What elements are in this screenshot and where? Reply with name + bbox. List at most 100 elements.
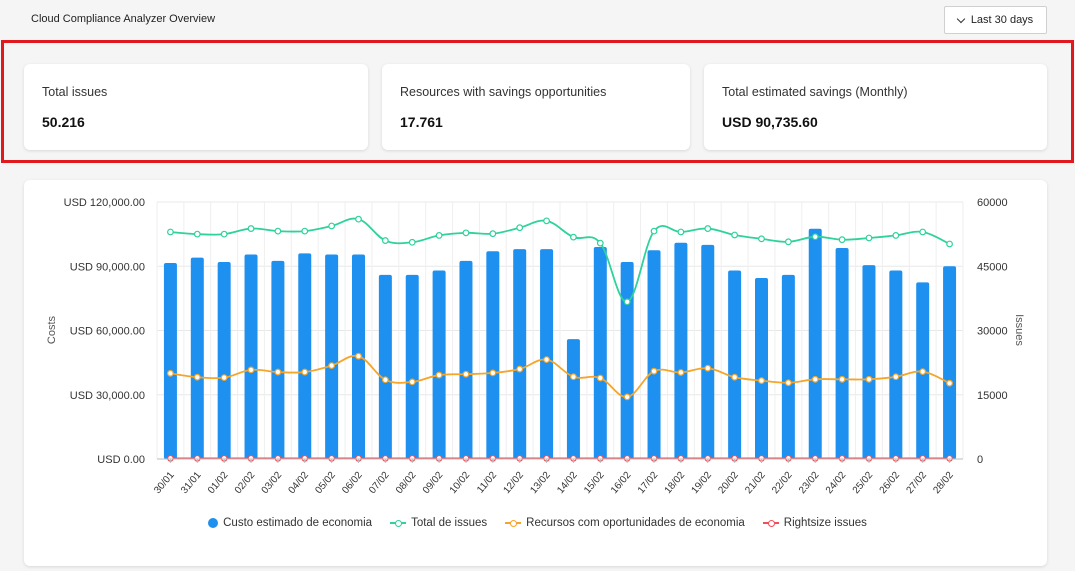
bar [378, 274, 392, 459]
bar [190, 257, 204, 459]
chart-legend: Custo estimado de economia Total de issu… [0, 517, 1075, 529]
kpi-label: Resources with savings opportunities [400, 85, 607, 99]
point-resources [650, 367, 658, 375]
bar [271, 260, 285, 459]
point-total-issues [435, 232, 443, 239]
kpi-value: 17.761 [400, 114, 443, 130]
point-resources [167, 369, 174, 377]
legend-line-icon [505, 518, 522, 528]
kpi-value: 50.216 [42, 114, 85, 130]
kpi-value: USD 90,735.60 [722, 114, 818, 130]
bar [889, 270, 903, 459]
x-tick-label: 31/01 [179, 470, 204, 497]
bar [647, 250, 661, 459]
bar [701, 244, 715, 459]
point-total-issues [811, 233, 819, 241]
point-total-issues [516, 224, 524, 232]
point-resources [408, 378, 416, 386]
point-resources [596, 374, 604, 382]
bar [298, 253, 312, 459]
legend-item-total-issues[interactable]: Total de issues [390, 517, 487, 529]
point-resources [301, 368, 309, 376]
bar [808, 228, 822, 459]
point-resources [623, 393, 631, 401]
legend-line-icon [762, 518, 779, 528]
point-total-issues [462, 229, 470, 237]
x-tick-label: 27/02 [904, 470, 929, 497]
point-total-issues [596, 239, 604, 247]
bar [244, 254, 258, 459]
kpi-highlight-frame [1, 40, 1074, 163]
point-resources [489, 369, 497, 377]
legend-label: Total de issues [411, 517, 488, 529]
point-resources [892, 373, 900, 381]
bar [593, 246, 607, 459]
y2-tick-label: 45000 [977, 261, 1008, 273]
x-tick-label: 16/02 [609, 470, 634, 497]
legend-item-savings[interactable]: Custo estimado de economia [208, 517, 372, 529]
legend-item-rightsize[interactable]: Rightsize issues [762, 517, 867, 529]
point-resources [220, 374, 228, 382]
bar [943, 266, 957, 459]
bar [566, 339, 580, 459]
legend-label: Custo estimado de economia [223, 517, 373, 529]
y2-tick-label: 0 [977, 454, 983, 466]
x-tick-label: 03/02 [260, 470, 285, 497]
bar [405, 274, 419, 459]
point-total-issues [623, 298, 631, 306]
y-tick-label: USD 90,000.00 [70, 261, 145, 273]
kpi-label: Total issues [42, 85, 108, 99]
bar [755, 278, 768, 459]
point-resources [435, 371, 443, 379]
x-tick-label: 18/02 [663, 470, 688, 497]
point-total-issues [274, 227, 282, 235]
x-tick-label: 02/02 [233, 470, 258, 497]
bar [459, 260, 473, 459]
point-total-issues [355, 215, 362, 223]
kpi-card-total-savings: Total estimated savings (Monthly) USD 90… [704, 64, 1047, 150]
point-total-issues [489, 230, 497, 238]
x-tick-label: 20/02 [716, 470, 741, 497]
point-total-issues [704, 225, 712, 232]
bar [620, 261, 634, 459]
bar [862, 265, 876, 459]
point-total-issues [381, 237, 389, 244]
bar [674, 242, 688, 459]
point-total-issues [784, 238, 792, 246]
kpi-label: Total estimated savings (Monthly) [722, 85, 908, 99]
x-tick-label: 24/02 [824, 470, 849, 497]
legend-item-resources[interactable]: Recursos com oportunidades de economia [505, 517, 745, 529]
point-total-issues [677, 228, 685, 236]
bar [513, 249, 527, 459]
x-tick-label: 25/02 [851, 470, 876, 497]
point-total-issues [220, 230, 228, 238]
point-resources [193, 373, 201, 381]
point-total-issues [328, 222, 336, 230]
x-tick-label: 09/02 [421, 470, 446, 497]
point-resources [516, 365, 524, 373]
point-total-issues [731, 231, 739, 239]
bar [217, 261, 231, 459]
x-tick-label: 26/02 [878, 470, 903, 497]
point-total-issues [193, 230, 201, 238]
x-tick-label: 08/02 [394, 470, 419, 497]
y-tick-label: USD 120,000.00 [64, 197, 145, 209]
y-tick-label: USD 0.00 [97, 454, 145, 466]
point-total-issues [865, 234, 873, 242]
bar [540, 249, 554, 459]
x-tick-label: 05/02 [313, 470, 338, 497]
date-range-dropdown[interactable]: Last 30 days [944, 6, 1047, 34]
point-total-issues [543, 217, 550, 225]
y-axis-title: Costs [46, 315, 58, 344]
y-tick-label: USD 60,000.00 [70, 326, 145, 338]
x-tick-label: 23/02 [797, 470, 822, 497]
point-resources [543, 356, 550, 364]
point-resources [381, 376, 389, 384]
x-tick-label: 11/02 [475, 470, 499, 496]
point-total-issues [892, 232, 900, 239]
bar [728, 270, 742, 459]
bar [432, 270, 446, 459]
bar [781, 274, 795, 459]
kpi-card-resources-savings: Resources with savings opportunities 17.… [382, 64, 690, 150]
